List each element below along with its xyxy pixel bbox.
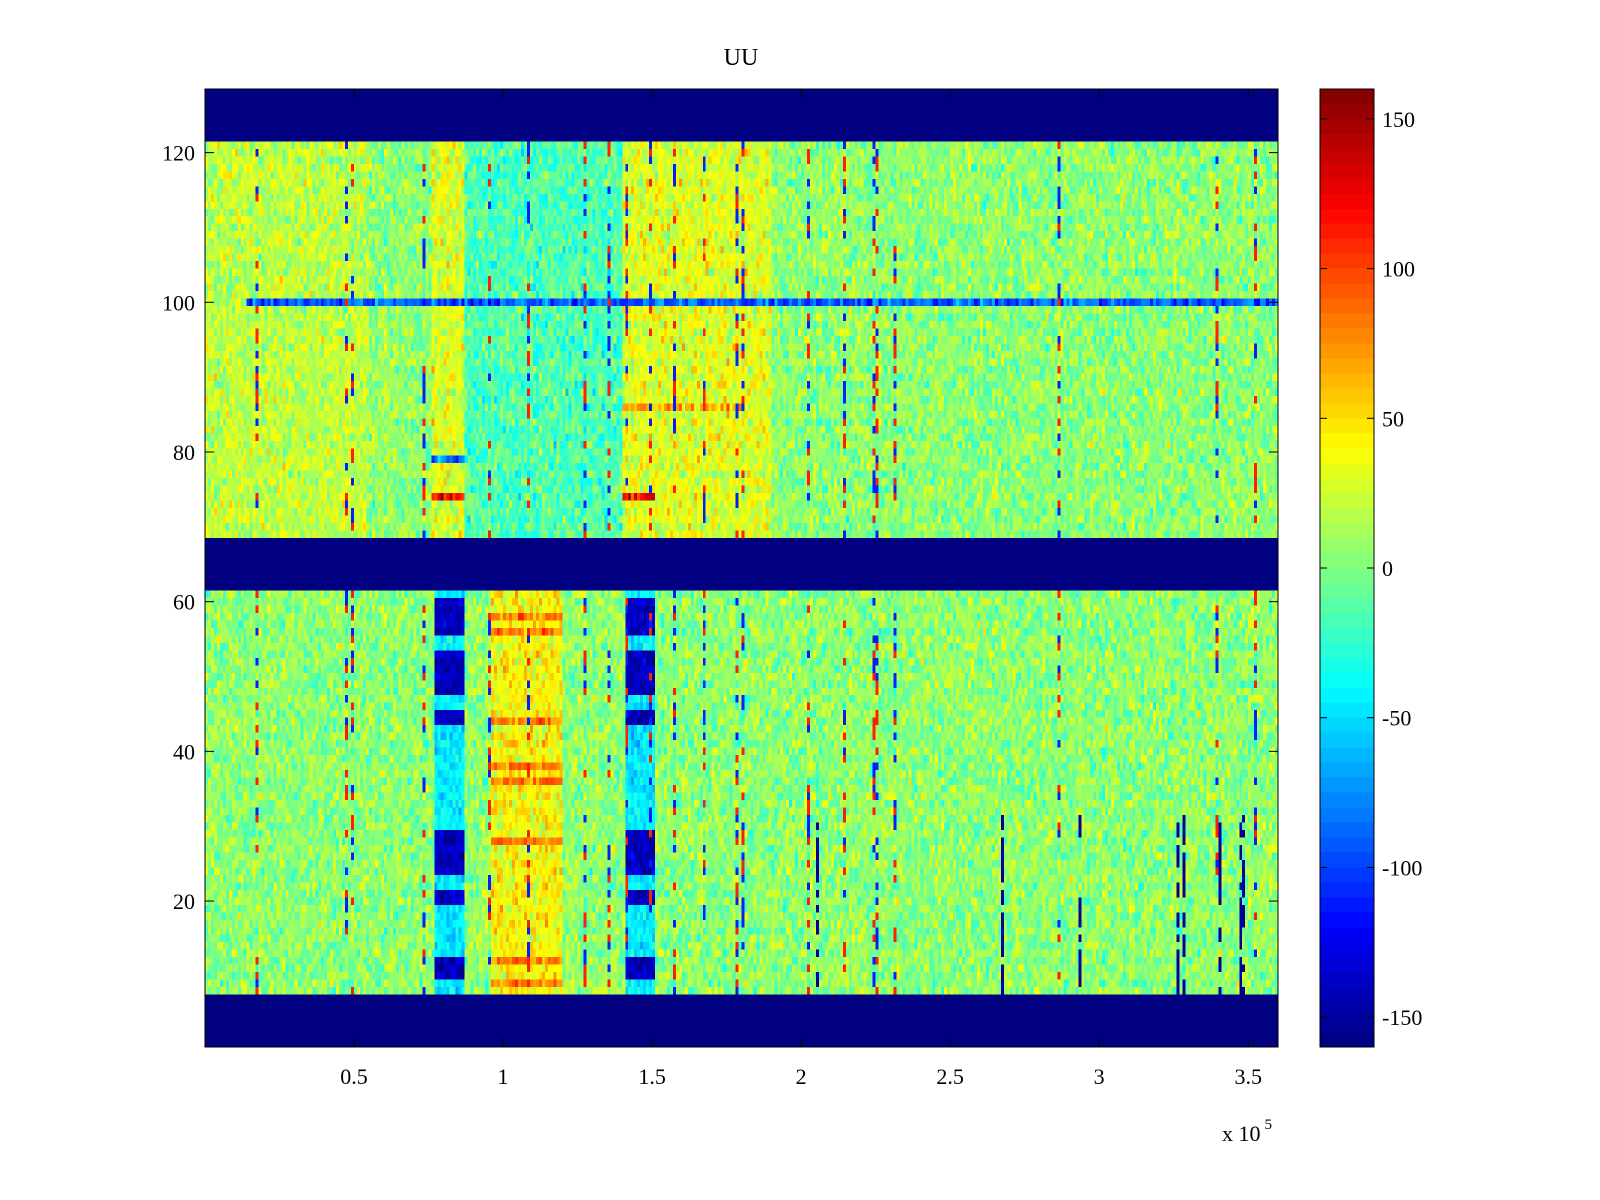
- x-axis-multiplier-exponent: 5: [1265, 1117, 1273, 1133]
- x-tick-label: 0.5: [340, 1064, 368, 1089]
- y-tick-label: 80: [173, 440, 195, 465]
- y-axis: 20 40 60 80 100 120: [162, 141, 1278, 914]
- chart-title: UU: [724, 45, 759, 71]
- y-tick-label: 20: [173, 889, 195, 914]
- colorbar-tick-label: -150: [1382, 1005, 1422, 1030]
- colorbar-tick-label: -50: [1382, 706, 1411, 731]
- x-tick-label: 1.5: [638, 1064, 666, 1089]
- heatmap-image: [205, 89, 1278, 1047]
- x-axis-multiplier-base: x 10: [1222, 1121, 1261, 1146]
- y-tick-label: 120: [162, 141, 195, 166]
- x-axis: 0.5 1 1.5 2 2.5 3 3.5: [340, 89, 1262, 1089]
- y-tick-label: 60: [173, 590, 195, 615]
- x-tick-label: 2: [796, 1064, 807, 1089]
- plot-frame: [204, 88, 1279, 1048]
- colorbar: 150 100 50 0 -50 -100 -150: [1319, 88, 1422, 1048]
- y-tick-label: 40: [173, 739, 195, 764]
- colorbar-gradient: [1320, 89, 1374, 1047]
- plot-area: [204, 88, 1279, 1048]
- colorbar-tick-label: 0: [1382, 556, 1393, 581]
- y-tick-label: 100: [162, 290, 195, 315]
- x-axis-multiplier: x 10 5: [1222, 1117, 1272, 1146]
- colorbar-tick-label: 50: [1382, 406, 1404, 431]
- x-tick-label: 1: [498, 1064, 509, 1089]
- x-tick-label: 2.5: [936, 1064, 964, 1089]
- colorbar-tick-label: 150: [1382, 107, 1415, 132]
- colorbar-tick-label: 100: [1382, 257, 1415, 282]
- x-tick-label: 3.5: [1234, 1064, 1262, 1089]
- colorbar-ticks: 150 100 50 0 -50 -100 -150: [1320, 107, 1422, 1030]
- x-tick-label: 3: [1094, 1064, 1105, 1089]
- colorbar-tick-label: -100: [1382, 855, 1422, 880]
